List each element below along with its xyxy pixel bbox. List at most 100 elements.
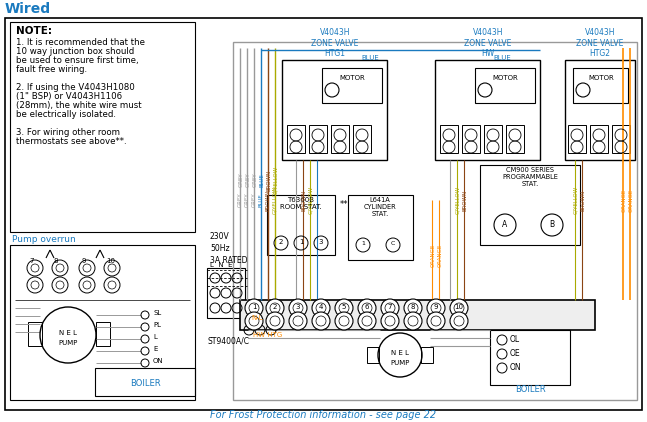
Bar [480,165,580,245]
Bar [28,322,42,346]
Text: V4043H
ZONE VALVE
HW: V4043H ZONE VALVE HW [465,28,512,58]
Text: 230V
50Hz
3A RATED: 230V 50Hz 3A RATED [210,232,248,265]
Circle shape [427,312,445,330]
Text: ORANGE: ORANGE [622,188,626,211]
Bar [590,125,608,153]
Text: 10 way junction box should: 10 way junction box should [16,47,134,56]
Circle shape [312,312,330,330]
Text: G/YELLOW: G/YELLOW [309,186,314,214]
Bar [565,60,635,160]
Text: G/YELLOW: G/YELLOW [272,186,278,214]
Text: G/YELLOW: G/YELLOW [573,186,578,214]
Text: BROWN: BROWN [267,169,272,191]
Text: E: E [153,346,157,352]
Text: 1. It is recommended that the: 1. It is recommended that the [16,38,145,47]
Bar [612,125,630,153]
Text: V4043H
ZONE VALVE
HTG1: V4043H ZONE VALVE HTG1 [311,28,358,58]
Text: 2: 2 [279,239,283,245]
Text: be used to ensure first time,: be used to ensure first time, [16,56,138,65]
Circle shape [335,312,353,330]
Text: OE: OE [510,349,521,358]
Text: be electrically isolated.: be electrically isolated. [16,110,116,119]
Text: BLUE: BLUE [493,55,511,61]
Text: Wired: Wired [5,2,51,16]
Text: PL: PL [153,322,161,328]
Bar [506,125,524,153]
Circle shape [427,299,445,317]
Text: ORANGE: ORANGE [437,243,443,267]
Text: BOILER: BOILER [514,385,545,394]
Text: 2: 2 [273,304,277,310]
Text: NOTE:: NOTE: [16,26,52,36]
Text: **: ** [340,200,349,209]
Bar [435,60,540,160]
Text: N E L: N E L [391,350,409,356]
Text: BLUE: BLUE [259,173,265,187]
Text: SL: SL [153,310,161,316]
Text: CM900 SERIES
PROGRAMMABLE
STAT.: CM900 SERIES PROGRAMMABLE STAT. [502,167,558,187]
Text: fault free wiring.: fault free wiring. [16,65,87,74]
Bar [309,125,327,153]
Bar [348,195,413,260]
Bar [331,125,349,153]
Text: 10: 10 [106,258,115,264]
Circle shape [335,299,353,317]
Text: 1: 1 [299,239,303,245]
Circle shape [450,299,468,317]
Text: G/YELLOW: G/YELLOW [455,186,461,214]
Bar [267,195,335,255]
Circle shape [245,299,263,317]
Text: MOTOR: MOTOR [588,75,614,81]
Bar [568,125,586,153]
Text: C: C [391,241,395,246]
Text: (28mm), the white wire must: (28mm), the white wire must [16,101,142,110]
Bar [367,347,379,363]
Text: BLUE: BLUE [259,193,263,207]
Text: 6: 6 [365,304,369,310]
Text: L  N  E: L N E [210,262,232,268]
Text: T6360B
ROOM STAT.: T6360B ROOM STAT. [280,197,322,210]
Bar [240,300,595,330]
Text: GREY: GREY [252,193,256,207]
Circle shape [266,312,284,330]
Text: 7: 7 [388,304,392,310]
Text: MOTOR: MOTOR [492,75,518,81]
Text: GREY: GREY [252,173,258,187]
Text: HW HTG: HW HTG [253,332,282,338]
Text: 9: 9 [81,258,85,264]
Bar [96,322,110,346]
Bar [207,268,245,318]
Circle shape [289,312,307,330]
Text: 10: 10 [454,304,463,310]
Circle shape [381,299,399,317]
Bar [440,125,458,153]
Circle shape [358,299,376,317]
Text: A: A [502,220,508,229]
Circle shape [289,299,307,317]
Circle shape [450,312,468,330]
Bar [282,60,387,160]
Text: 2. If using the V4043H1080: 2. If using the V4043H1080 [16,83,135,92]
Text: BROWN: BROWN [463,189,468,211]
Text: N-L: N-L [251,315,263,321]
Circle shape [312,299,330,317]
Bar [462,125,480,153]
Text: 8: 8 [411,304,415,310]
Text: BOILER: BOILER [129,379,160,388]
Text: GREY: GREY [245,193,250,207]
Text: PUMP: PUMP [390,360,410,366]
Text: BROWN: BROWN [265,189,270,211]
Bar [233,42,637,400]
Text: 3. For wiring other room: 3. For wiring other room [16,128,120,137]
Text: thermostats see above**.: thermostats see above**. [16,137,127,146]
Text: 4: 4 [319,304,324,310]
Text: MOTOR: MOTOR [339,75,365,81]
Text: V4043H
ZONE VALVE
HTG2: V4043H ZONE VALVE HTG2 [576,28,624,58]
Text: G/YELLOW: G/YELLOW [274,166,278,194]
Text: BROWN: BROWN [302,189,307,211]
Bar [490,330,570,385]
Text: ORANGE: ORANGE [628,188,633,211]
Circle shape [404,299,422,317]
Circle shape [404,312,422,330]
Text: B: B [549,220,554,229]
